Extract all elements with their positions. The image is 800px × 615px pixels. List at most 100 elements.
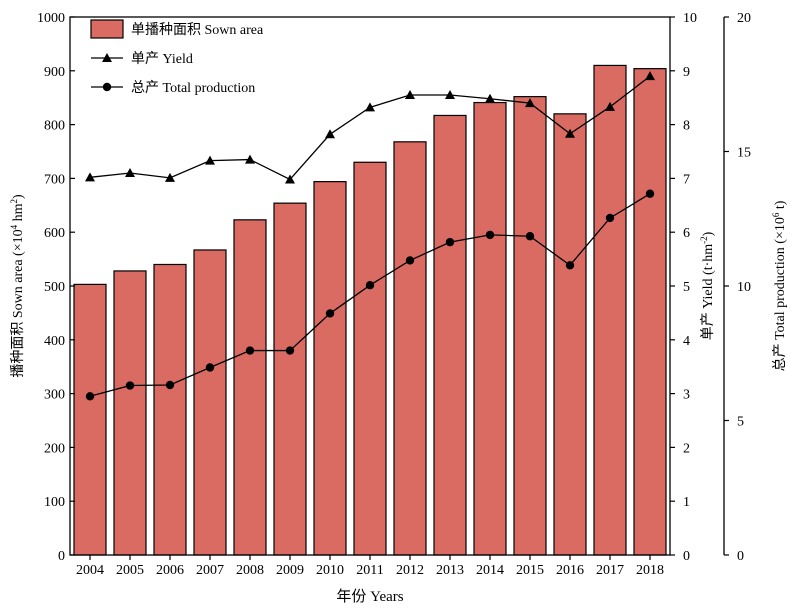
bar xyxy=(113,270,147,556)
y-tick-label: 700 xyxy=(44,172,65,187)
production-point xyxy=(645,189,655,198)
yield-point xyxy=(205,155,215,165)
x-tick-label: 2013 xyxy=(436,563,464,578)
x-tick-label: 2011 xyxy=(356,563,383,578)
y-axis-title: 播种面积 Sown area (×104 hm2) xyxy=(9,194,26,378)
yield-point xyxy=(605,101,615,111)
yield-point xyxy=(165,172,175,182)
bar xyxy=(513,96,547,556)
yield-point xyxy=(365,102,375,112)
production-point xyxy=(285,346,295,355)
line-series xyxy=(85,71,655,401)
y2-tick-label: 7 xyxy=(683,172,690,187)
production-point xyxy=(205,363,215,372)
y-tick-label: 200 xyxy=(44,441,65,456)
production-point xyxy=(85,392,95,401)
legend-swatch-bar xyxy=(90,19,124,39)
bar xyxy=(393,141,427,556)
bar-series xyxy=(73,64,667,556)
bar xyxy=(153,263,187,556)
bar xyxy=(353,161,387,556)
legend-label-production: 总产 Total production xyxy=(131,80,255,96)
x-tick-label: 2010 xyxy=(316,563,344,578)
x-tick-label: 2014 xyxy=(476,563,504,578)
y-tick-label: 800 xyxy=(44,119,65,134)
y3-tick-label: 20 xyxy=(737,11,751,26)
x-tick-label: 2006 xyxy=(156,563,184,578)
legend-label-yield: 单产 Yield xyxy=(131,51,193,67)
yield-point xyxy=(485,93,495,103)
y3-tick-label: 15 xyxy=(737,146,751,161)
y-tick-label: 300 xyxy=(44,388,65,403)
x-tick-label: 2017 xyxy=(596,563,624,578)
bar xyxy=(313,181,347,556)
y2-tick-label: 4 xyxy=(683,334,690,349)
bar xyxy=(633,68,667,556)
y2-tick-label: 5 xyxy=(683,280,690,295)
y-tick-label: 900 xyxy=(44,65,65,80)
x-tick-label: 2015 xyxy=(516,563,544,578)
yield-point xyxy=(405,90,415,100)
yield-point xyxy=(645,71,655,81)
yield-point xyxy=(125,168,135,178)
x-tick-label: 2012 xyxy=(396,563,424,578)
production-point xyxy=(485,230,495,240)
legend-marker-triangle xyxy=(102,53,112,62)
x-tick-label: 2004 xyxy=(76,563,104,578)
x-tick-label: 2018 xyxy=(636,563,664,578)
x-tick-label: 2005 xyxy=(116,563,144,578)
y-tick-label: 400 xyxy=(44,334,65,349)
production-point xyxy=(405,256,415,265)
yield-point xyxy=(285,174,295,184)
yield-point xyxy=(525,98,535,108)
y3-tick-label: 0 xyxy=(737,549,744,564)
y2-axis-title: 单产 Yield (t·hm-2) xyxy=(699,231,716,340)
bar xyxy=(593,64,627,556)
y2-tick-label: 6 xyxy=(683,226,690,241)
y2-tick-label: 9 xyxy=(683,65,690,80)
x-tick-label: 2009 xyxy=(276,563,304,578)
y2-tick-label: 0 xyxy=(683,549,690,564)
bar xyxy=(553,113,587,556)
x-axis-title: 年份 Years xyxy=(336,588,403,605)
y2-tick-label: 8 xyxy=(683,119,690,134)
production-point xyxy=(245,346,255,355)
production-point xyxy=(165,380,175,390)
legend: 单播种面积 Sown area 单产 Yield 总产 Total producti… xyxy=(90,19,264,96)
y3-axis-title: 总产 Total production (×106 t) xyxy=(771,200,788,371)
bar xyxy=(273,202,307,556)
bar xyxy=(73,283,107,556)
y3-tick-label: 5 xyxy=(737,415,744,430)
production-point xyxy=(565,261,575,270)
y2-tick-label: 10 xyxy=(683,11,697,26)
yield-point xyxy=(325,129,335,139)
y2-tick-label: 3 xyxy=(683,388,690,403)
y-tick-label: 0 xyxy=(58,549,65,564)
production-point xyxy=(605,213,615,223)
production-point xyxy=(445,237,455,247)
bar xyxy=(233,219,267,556)
y3-tick-label: 10 xyxy=(737,280,751,295)
yield-point xyxy=(85,172,95,182)
x-tick-label: 2016 xyxy=(556,563,584,578)
yield-point xyxy=(565,128,575,138)
x-tick-label: 2007 xyxy=(196,563,224,578)
production-point xyxy=(125,381,135,390)
bar xyxy=(473,101,507,556)
yield-point xyxy=(245,154,255,164)
bar xyxy=(193,249,227,556)
production-point xyxy=(325,309,335,318)
y-tick-label: 100 xyxy=(44,495,65,510)
yield-point xyxy=(445,90,455,100)
axes: 0100200300400500600700800900100001234567… xyxy=(9,11,788,605)
y-tick-label: 1000 xyxy=(37,11,65,26)
y-tick-label: 600 xyxy=(44,226,65,241)
production-point xyxy=(365,280,375,290)
production-point xyxy=(525,232,535,241)
bar xyxy=(433,114,467,556)
x-tick-label: 2008 xyxy=(236,563,264,578)
y-tick-label: 500 xyxy=(44,280,65,295)
legend-label-sown-area: 单播种面积 Sown area xyxy=(131,22,264,38)
y2-tick-label: 1 xyxy=(683,495,690,510)
